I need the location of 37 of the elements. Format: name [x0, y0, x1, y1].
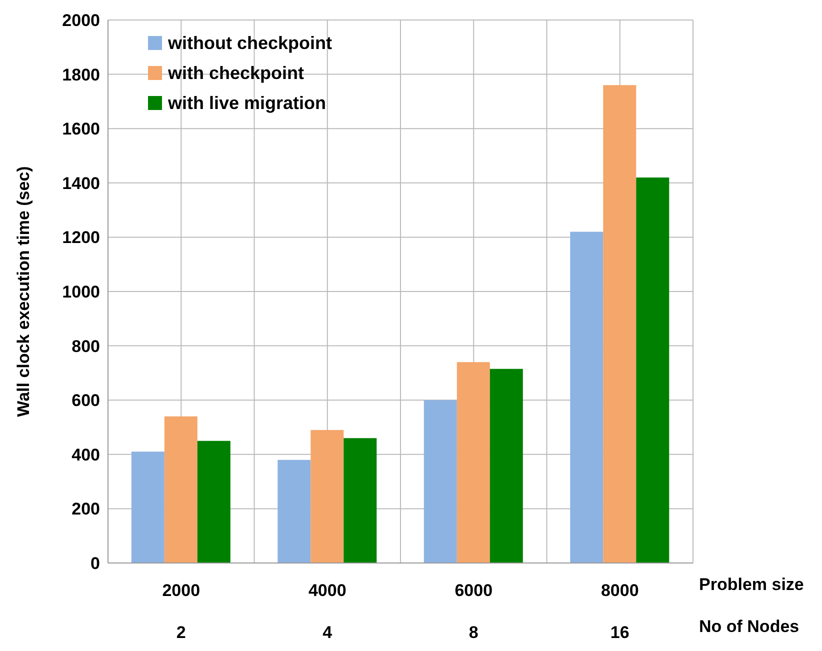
x-tick-label: 4000	[308, 581, 346, 600]
text: 16	[610, 623, 630, 642]
legend-label: with checkpoint	[168, 62, 304, 84]
y-tick-label: 0	[90, 554, 100, 574]
x-tick-label: 6000	[454, 581, 493, 600]
text: 8	[468, 623, 478, 642]
bar	[490, 368, 523, 563]
x-tick-label: 8000	[600, 581, 639, 600]
y-tick-label: 400	[72, 445, 100, 464]
bar	[197, 440, 230, 563]
legend-label: with live migration	[168, 92, 326, 114]
x-axis-title: Problem size	[699, 575, 804, 595]
bar	[636, 177, 670, 563]
y-axis-title: Wall clock execution time (sec)	[14, 166, 34, 417]
y-tick-label: 600	[72, 391, 100, 410]
x-tick-label: 2000	[162, 581, 200, 600]
y-tick-label: 1000	[62, 282, 100, 302]
bar	[344, 438, 377, 563]
y-tick-label: 1400	[62, 174, 100, 193]
bar	[603, 85, 636, 563]
legend-label: without checkpoint	[168, 32, 332, 54]
y-tick-label: 1200	[62, 228, 100, 248]
y-tick-label: 2000	[62, 11, 100, 30]
text: 2	[176, 623, 186, 642]
bar	[164, 416, 198, 563]
bar	[278, 460, 311, 563]
y-tick-label: 1600	[62, 120, 100, 139]
y-tick-label: 1800	[62, 65, 100, 84]
text: No of Nodes	[699, 617, 800, 637]
bar	[310, 430, 344, 563]
y-tick-label: 200	[72, 500, 100, 519]
text: 4	[322, 623, 333, 642]
bar	[424, 400, 457, 563]
bar	[456, 362, 490, 563]
y-tick-label: 800	[72, 336, 100, 356]
bar	[131, 452, 164, 563]
bar	[570, 232, 604, 563]
